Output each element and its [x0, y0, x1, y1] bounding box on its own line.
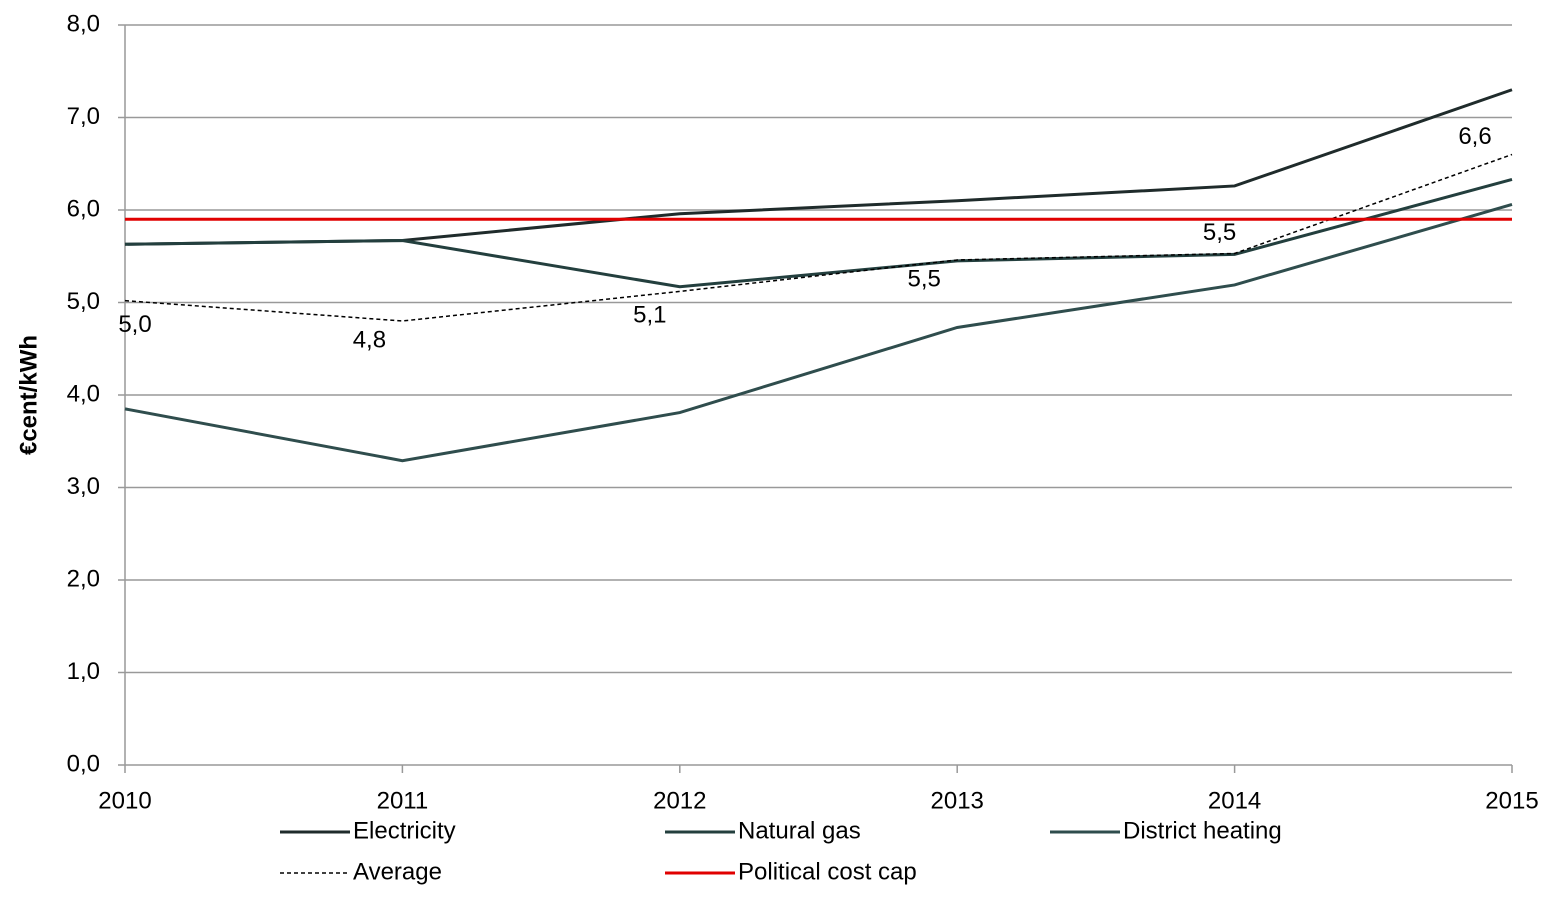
series-line	[124, 88, 1513, 246]
legend-label: Political cost cap	[738, 858, 917, 885]
x-tick-label: 2011	[377, 787, 429, 814]
y-tick-label: 1,0	[67, 658, 100, 685]
y-tick-label: 5,0	[67, 288, 100, 315]
x-tick-label: 2010	[98, 787, 151, 814]
legend-label: District heating	[1123, 817, 1282, 844]
y-axis-label: €cent/kWh	[15, 335, 42, 455]
legend-label: Natural gas	[738, 817, 861, 844]
x-tick-label: 2012	[653, 787, 706, 814]
data-label: 4,8	[353, 326, 386, 353]
legend-label: Electricity	[353, 817, 456, 844]
data-label: 5,5	[908, 265, 941, 292]
x-tick-label: 2014	[1208, 787, 1261, 814]
x-tick-label: 2013	[931, 787, 984, 814]
data-label: 5,5	[1203, 219, 1236, 246]
y-tick-label: 7,0	[67, 103, 100, 130]
y-tick-label: 6,0	[67, 195, 100, 222]
series-line	[124, 203, 1513, 463]
series-line	[124, 178, 1513, 289]
series-line	[124, 153, 1513, 322]
y-tick-label: 0,0	[67, 750, 100, 777]
x-tick-label: 2015	[1485, 787, 1538, 814]
legend-label: Average	[353, 858, 442, 885]
y-tick-label: 2,0	[67, 565, 100, 592]
data-label: 5,0	[118, 311, 151, 338]
data-label: 6,6	[1458, 123, 1491, 150]
y-tick-label: 8,0	[67, 10, 100, 37]
y-tick-label: 4,0	[67, 380, 100, 407]
y-tick-label: 3,0	[67, 473, 100, 500]
data-label: 5,1	[633, 302, 666, 329]
